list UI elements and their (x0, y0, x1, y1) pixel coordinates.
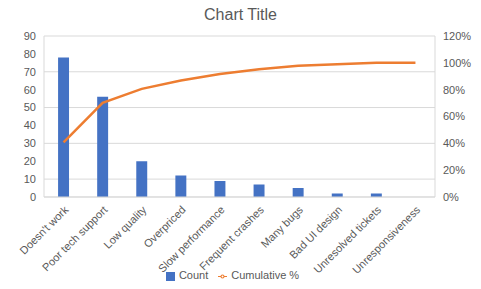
svg-text:120%: 120% (443, 30, 471, 42)
svg-text:20: 20 (24, 155, 36, 167)
svg-text:80%: 80% (443, 84, 465, 96)
svg-text:80: 80 (24, 48, 36, 60)
svg-text:40%: 40% (443, 137, 465, 149)
svg-text:Frequent crashes: Frequent crashes (197, 203, 266, 272)
svg-text:Unresponsiveness: Unresponsiveness (350, 203, 423, 276)
svg-text:Poor tech support: Poor tech support (40, 203, 110, 273)
svg-text:Unresolved tickets: Unresolved tickets (311, 203, 383, 275)
svg-text:50: 50 (24, 101, 36, 113)
svg-text:90: 90 (24, 30, 36, 42)
svg-text:Slow performance: Slow performance (156, 203, 227, 274)
svg-text:100%: 100% (443, 57, 471, 69)
svg-text:60%: 60% (443, 110, 465, 122)
svg-text:30: 30 (24, 137, 36, 149)
svg-text:40: 40 (24, 119, 36, 131)
svg-text:60: 60 (24, 84, 36, 96)
svg-text:0%: 0% (443, 191, 459, 203)
svg-text:0: 0 (30, 191, 36, 203)
svg-text:Low quality: Low quality (101, 203, 149, 251)
svg-text:20%: 20% (443, 164, 465, 176)
svg-text:10: 10 (24, 173, 36, 185)
svg-text:70: 70 (24, 66, 36, 78)
